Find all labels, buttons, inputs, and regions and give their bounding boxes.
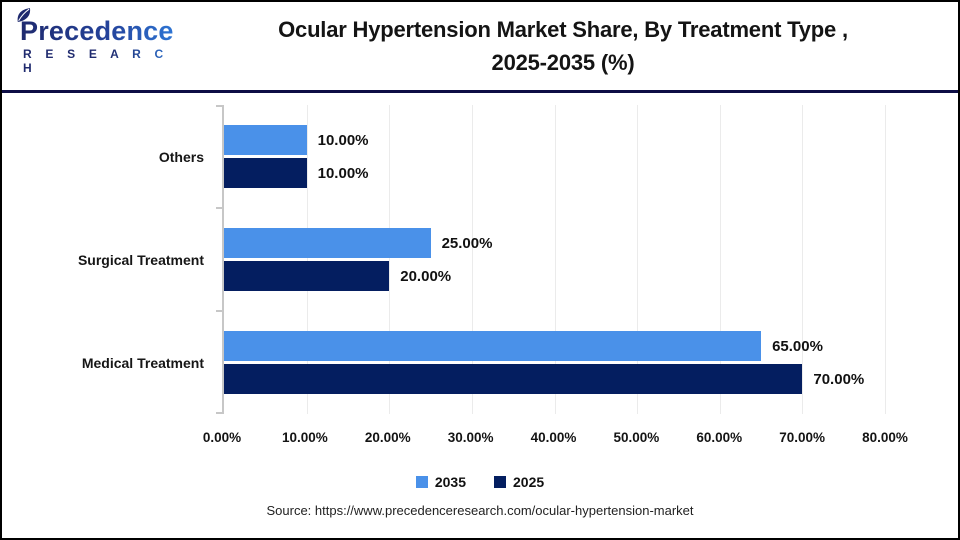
bar-line: 25.00%: [224, 228, 885, 258]
bar-value-label: 25.00%: [441, 234, 493, 252]
chart-row-medical-treatment: Medical Treatment 65.00% 70.00%: [82, 311, 885, 414]
bar-2035-surgical: [224, 228, 431, 258]
x-tick-label: 60.00%: [696, 430, 743, 445]
bar-2025-others: [224, 158, 307, 188]
gridline: [471, 105, 473, 414]
x-tick-label: 0.00%: [202, 430, 242, 445]
category-label: Others: [158, 148, 204, 165]
source-text: Source: https://www.precedenceresearch.c…: [266, 503, 694, 518]
chart-title: Ocular Hypertension Market Share, By Tre…: [182, 13, 958, 79]
bar-2035-medical: [224, 331, 762, 361]
y-axis-tick: [216, 105, 224, 107]
legend: 2035 2025: [2, 474, 958, 490]
legend-label: 2025: [513, 474, 545, 490]
bar-2035-others: [224, 125, 307, 155]
legend-swatch-2035: [415, 476, 428, 488]
chart-title-line2: 2025-2035 (%): [491, 50, 635, 75]
bar-line: 10.00%: [224, 125, 885, 155]
bar-line: 20.00%: [224, 261, 885, 291]
brand-logo: Precedence R E S E A R C H: [2, 8, 182, 75]
x-axis: 0.00% 10.00% 20.00% 30.00% 40.00% 50.00%…: [203, 430, 908, 448]
chart-title-line1: Ocular Hypertension Market Share, By Tre…: [278, 17, 848, 42]
chart-row-surgical-treatment: Surgical Treatment 25.00% 20.00%: [78, 208, 885, 311]
brand-name: Precedence: [20, 17, 182, 46]
x-tick-label: 70.00%: [779, 430, 826, 445]
chart-row-others: Others 10.00% 10.00%: [159, 105, 885, 208]
bar-value-label: 20.00%: [400, 267, 452, 285]
y-axis-tick: [216, 310, 224, 312]
gridline: [885, 105, 886, 414]
x-tick-label: 20.00%: [364, 430, 411, 445]
bar-line: 65.00%: [224, 331, 885, 361]
category-label: Surgical Treatment: [77, 251, 204, 268]
legend-label: 2035: [434, 474, 466, 490]
brand-subtitle: R E S E A R C H: [20, 47, 182, 75]
x-tick-label: 30.00%: [447, 430, 494, 445]
plot-area: Others 10.00% 10.00% Surgical Treatment …: [78, 105, 886, 414]
bar-value-label: 10.00%: [317, 164, 369, 182]
bar-value-label: 65.00%: [772, 337, 823, 355]
x-tick-label: 40.00%: [530, 430, 577, 445]
gridline: [306, 105, 308, 414]
legend-swatch-2025: [494, 476, 506, 488]
bar-line: 10.00%: [224, 158, 885, 188]
x-tick-label: 80.00%: [862, 430, 908, 445]
x-tick-label: 50.00%: [613, 430, 660, 445]
header: Precedence R E S E A R C H Ocular Hypert…: [2, 2, 958, 93]
legend-item-2025: 2025: [494, 474, 544, 490]
category-label: Medical Treatment: [81, 354, 204, 371]
bar-value-label: 70.00%: [813, 370, 865, 388]
bar-line: 70.00%: [224, 364, 885, 394]
gridline: [389, 105, 391, 414]
y-axis-tick: [216, 206, 224, 209]
gridline: [802, 105, 804, 414]
x-tick-label: 10.00%: [281, 430, 328, 445]
bar-value-label: 10.00%: [317, 131, 369, 149]
bar-2025-surgical: [224, 261, 390, 291]
gridline: [554, 105, 556, 414]
y-axis-tick: [216, 412, 224, 414]
gridline: [637, 105, 639, 414]
legend-item-2035: 2035: [415, 474, 466, 490]
leaf-icon: [17, 8, 31, 23]
bar-chart: Others 10.00% 10.00% Surgical Treatment …: [2, 105, 958, 518]
bar-2025-medical: [224, 364, 803, 394]
gridline: [719, 105, 721, 414]
